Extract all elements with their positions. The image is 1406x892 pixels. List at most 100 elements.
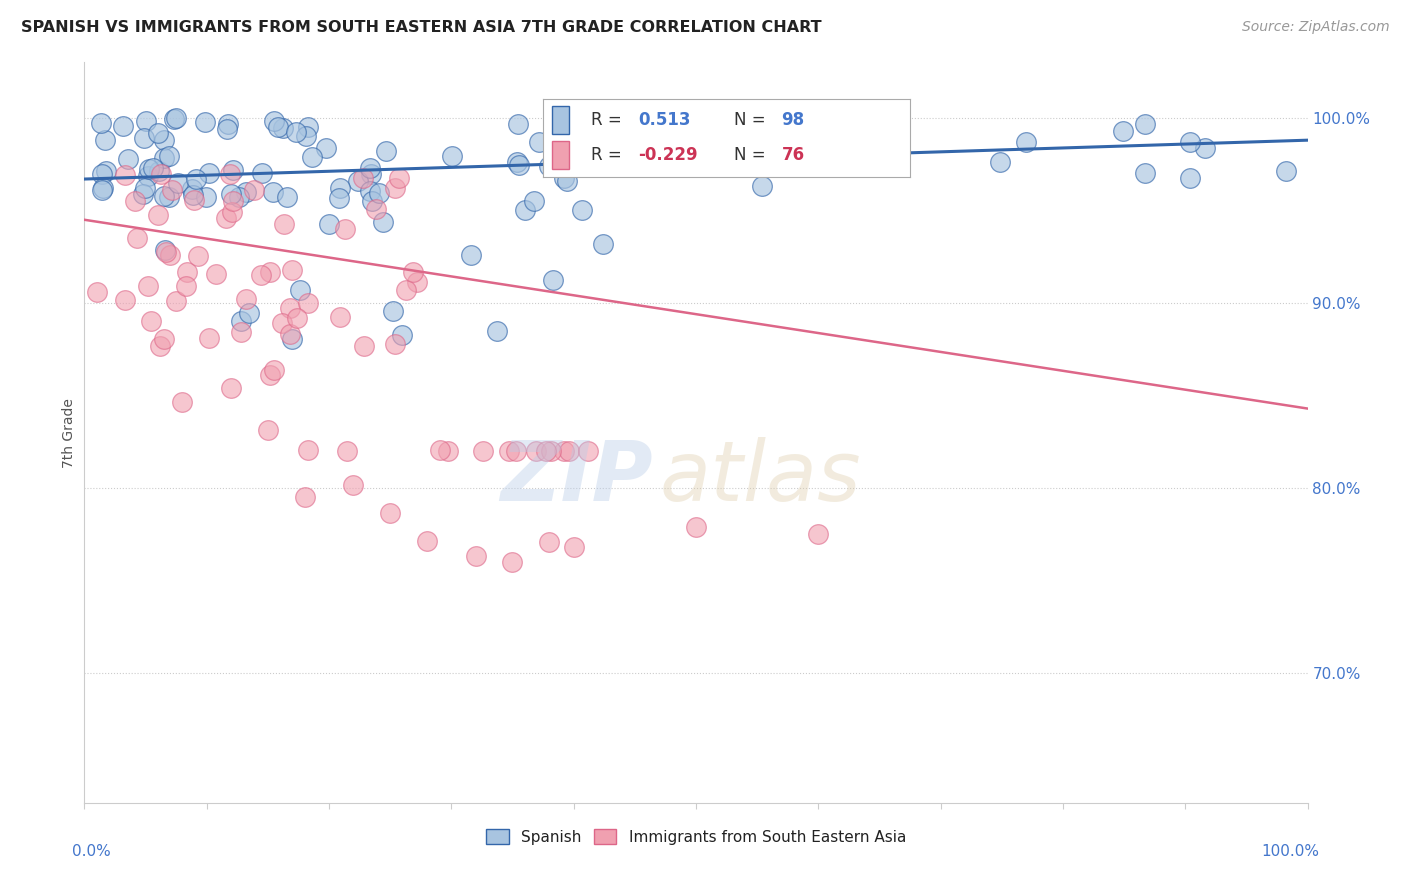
Point [527, 135, 550, 149]
Point [485, 324, 508, 338]
Point [187, 249, 209, 263]
Text: SPANISH VS IMMIGRANTS FROM SOUTH EASTERN ASIA 7TH GRADE CORRELATION CHART: SPANISH VS IMMIGRANTS FROM SOUTH EASTERN… [21, 20, 821, 35]
Point [228, 190, 250, 204]
Point [380, 506, 402, 520]
Point [205, 267, 228, 281]
Point [238, 306, 260, 320]
Point [988, 155, 1011, 169]
Point [91, 181, 114, 195]
Point [259, 265, 281, 279]
Point [259, 368, 281, 382]
Point [359, 161, 381, 175]
Text: 100.0%: 100.0% [1261, 844, 1320, 858]
Point [364, 202, 387, 216]
Point [183, 194, 205, 208]
Point [153, 243, 176, 257]
Point [502, 555, 524, 569]
Point [219, 167, 242, 181]
Point [472, 444, 495, 458]
Point [165, 294, 187, 309]
Point [562, 541, 585, 555]
Point [1178, 135, 1201, 149]
Point [150, 167, 173, 181]
Point [152, 189, 174, 203]
Point [197, 166, 219, 180]
Point [373, 214, 395, 228]
Point [167, 177, 190, 191]
Point [263, 113, 285, 128]
Point [197, 331, 219, 345]
Point [138, 279, 160, 293]
Point [217, 121, 239, 136]
Point [553, 171, 575, 186]
Point [751, 179, 773, 194]
Point [186, 172, 208, 186]
Point [555, 174, 578, 188]
Point [111, 120, 134, 134]
Point [360, 167, 382, 181]
Point [280, 332, 302, 346]
Point [513, 202, 536, 217]
Point [297, 443, 319, 458]
Point [242, 183, 264, 197]
Point [394, 283, 416, 297]
Point [328, 191, 350, 205]
Point [441, 149, 464, 163]
Y-axis label: 7th Grade: 7th Grade [62, 398, 76, 467]
Point [229, 325, 252, 339]
Point [384, 337, 406, 351]
Point [576, 444, 599, 458]
Point [391, 328, 413, 343]
Point [783, 113, 806, 128]
Point [195, 190, 218, 204]
Point [273, 217, 295, 231]
Point [381, 304, 404, 318]
Point [522, 194, 544, 208]
Point [148, 208, 170, 222]
Point [157, 149, 180, 163]
Point [91, 167, 114, 181]
Point [221, 205, 243, 219]
Point [114, 293, 136, 308]
Point [174, 279, 197, 293]
Point [281, 262, 304, 277]
Point [153, 151, 176, 165]
Point [276, 190, 298, 204]
Point [429, 443, 451, 458]
Point [235, 185, 257, 199]
Point [1275, 164, 1298, 178]
Point [541, 273, 564, 287]
Point [96, 164, 118, 178]
Point [219, 381, 242, 395]
Point [540, 444, 562, 458]
Text: 0.0%: 0.0% [72, 844, 111, 858]
Point [288, 283, 311, 297]
Legend: Spanish, Immigrants from South Eastern Asia: Spanish, Immigrants from South Eastern A… [479, 822, 912, 851]
Point [550, 120, 572, 134]
Text: atlas: atlas [659, 436, 860, 517]
Point [262, 186, 284, 200]
Point [384, 181, 406, 195]
Point [134, 181, 156, 195]
Point [89, 116, 111, 130]
Point [127, 231, 149, 245]
Point [347, 174, 370, 188]
Point [329, 180, 352, 194]
Point [222, 163, 245, 178]
Point [505, 444, 527, 458]
Point [176, 265, 198, 279]
Point [257, 423, 280, 437]
Point [460, 247, 482, 261]
Point [437, 444, 460, 458]
Point [222, 194, 245, 209]
Point [285, 310, 308, 325]
Point [231, 314, 253, 328]
Point [138, 161, 160, 176]
Point [285, 125, 308, 139]
Point [250, 165, 273, 179]
Point [86, 285, 108, 299]
Point [498, 444, 520, 458]
Point [550, 121, 572, 136]
Point [360, 194, 382, 208]
Point [294, 490, 316, 504]
